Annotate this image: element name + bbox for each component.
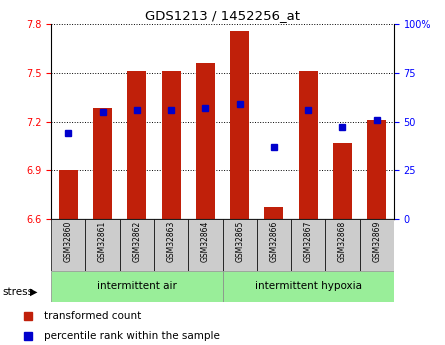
Bar: [51, 219, 85, 271]
Text: intermittent hypoxia: intermittent hypoxia: [255, 282, 362, 291]
Text: GSM32866: GSM32866: [269, 221, 279, 262]
Text: GSM32868: GSM32868: [338, 221, 347, 262]
Text: GSM32861: GSM32861: [98, 221, 107, 262]
Bar: [154, 219, 188, 271]
Text: GSM32867: GSM32867: [303, 221, 313, 262]
Bar: [196, 63, 215, 219]
Text: GSM32869: GSM32869: [372, 221, 381, 262]
Bar: [325, 219, 360, 271]
Bar: [188, 219, 222, 271]
Text: GSM32865: GSM32865: [235, 221, 244, 262]
Text: transformed count: transformed count: [44, 312, 142, 322]
Text: ▶: ▶: [30, 287, 38, 296]
Bar: [367, 120, 386, 219]
Bar: [51, 271, 223, 302]
Text: GSM32862: GSM32862: [132, 221, 142, 262]
Bar: [85, 219, 120, 271]
Bar: [93, 108, 112, 219]
Bar: [59, 169, 78, 219]
Bar: [222, 271, 394, 302]
Bar: [264, 207, 283, 219]
Bar: [127, 71, 146, 219]
Bar: [291, 219, 325, 271]
Text: intermittent air: intermittent air: [97, 282, 177, 291]
Bar: [230, 31, 249, 219]
Bar: [120, 219, 154, 271]
Bar: [257, 219, 291, 271]
Text: GSM32863: GSM32863: [166, 221, 176, 262]
Bar: [162, 71, 181, 219]
Text: percentile rank within the sample: percentile rank within the sample: [44, 331, 220, 341]
Bar: [333, 143, 352, 219]
Bar: [360, 219, 394, 271]
Bar: [299, 71, 318, 219]
Text: stress: stress: [2, 287, 33, 296]
Bar: [222, 219, 257, 271]
Text: GSM32864: GSM32864: [201, 221, 210, 262]
Text: GDS1213 / 1452256_at: GDS1213 / 1452256_at: [145, 9, 300, 22]
Text: GSM32860: GSM32860: [64, 221, 73, 262]
